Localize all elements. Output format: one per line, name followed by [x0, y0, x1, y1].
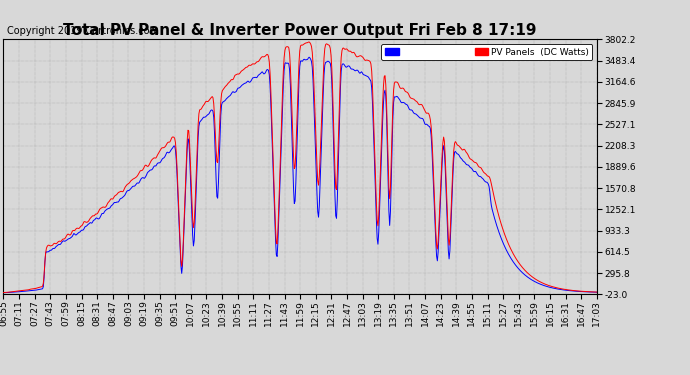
Legend: Grid (AC Watts), PV Panels  (DC Watts): Grid (AC Watts), PV Panels (DC Watts) — [382, 44, 592, 60]
Text: Copyright 2019 Cartronics.com: Copyright 2019 Cartronics.com — [7, 26, 159, 36]
Title: Total PV Panel & Inverter Power Output Fri Feb 8 17:19: Total PV Panel & Inverter Power Output F… — [63, 23, 537, 38]
